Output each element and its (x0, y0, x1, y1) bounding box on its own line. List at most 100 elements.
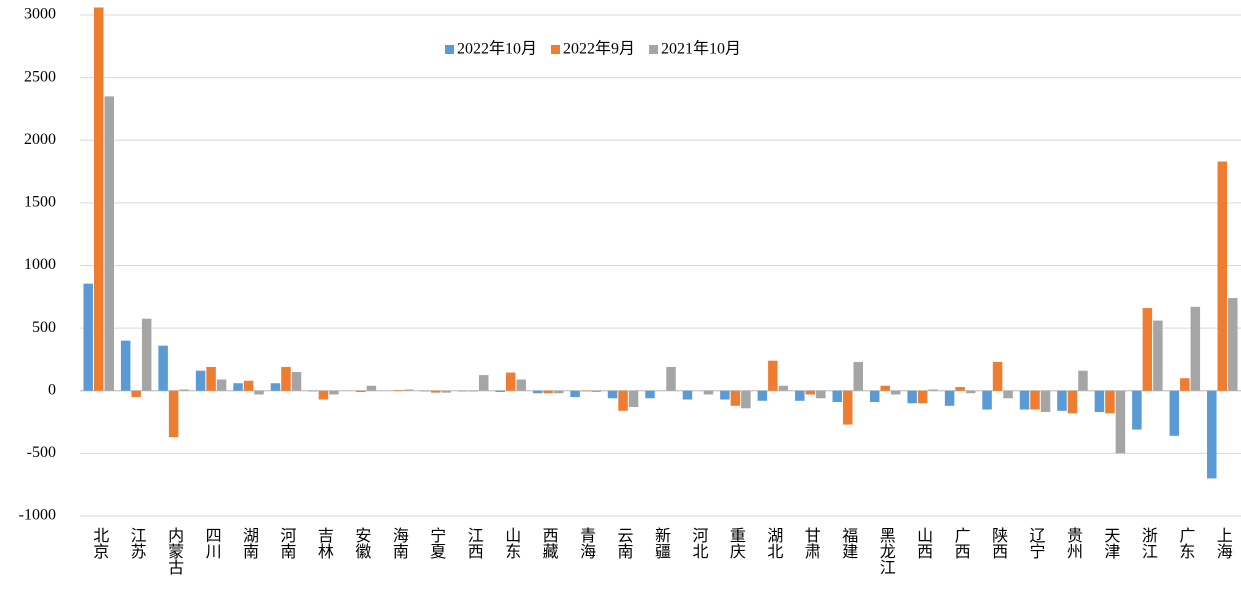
y-tick-label: 2000 (24, 131, 56, 148)
bar (243, 380, 254, 391)
x-tick-label: 天津 (1101, 527, 1120, 559)
x-tick-label: 安徽 (352, 527, 371, 559)
legend-swatch (445, 45, 454, 54)
bar (869, 390, 880, 403)
bar (93, 7, 104, 391)
x-tick-label: 湖南 (240, 527, 259, 559)
bar (468, 390, 478, 392)
x-tick-label: 北京 (90, 527, 109, 560)
bar (1142, 308, 1153, 391)
x-tick-label: 甘肃 (802, 527, 821, 559)
bar (254, 390, 264, 395)
x-tick-label: 山西 (914, 527, 933, 559)
legend-label: 2021年10月 (661, 40, 741, 58)
bar (778, 385, 789, 391)
bar (928, 389, 938, 391)
x-tick-label: 陕西 (989, 527, 1008, 559)
bar (880, 385, 890, 391)
bar (532, 390, 543, 394)
legend-label: 2022年9月 (563, 40, 635, 58)
x-tick-label: 江苏 (128, 527, 147, 560)
bar (570, 390, 580, 398)
bar (329, 390, 339, 395)
bar (1067, 390, 1078, 414)
bar (1180, 378, 1190, 391)
bar (83, 283, 93, 391)
bar (1105, 390, 1115, 414)
y-tick-label: 3000 (24, 6, 56, 23)
bar (553, 390, 564, 394)
bar (366, 385, 377, 391)
bar (291, 371, 302, 391)
bar (404, 389, 414, 391)
bar (982, 390, 992, 410)
x-tick-label: 福建 (839, 527, 858, 559)
y-tick-label: -1000 (19, 507, 56, 524)
bar (233, 383, 243, 391)
y-tick-label: 1500 (24, 194, 56, 211)
bar (628, 390, 639, 408)
bar (965, 390, 976, 394)
x-tick-label: 黑龙江 (877, 527, 896, 575)
x-tick-label: 青海 (577, 527, 596, 559)
x-tick-label: 河北 (689, 527, 708, 559)
bar (795, 390, 805, 401)
bar (618, 390, 628, 411)
bar (478, 375, 489, 391)
bar (216, 379, 227, 391)
bar (457, 390, 468, 392)
bar (1078, 370, 1088, 391)
bar (1057, 390, 1067, 411)
bar (1030, 390, 1040, 410)
legend-label: 2022年10月 (457, 40, 537, 58)
bar (720, 390, 730, 400)
x-tick-label: 广西 (952, 527, 971, 559)
bar (281, 366, 291, 391)
bar (1228, 298, 1238, 391)
bar (495, 390, 505, 393)
bar (505, 372, 516, 391)
bar (730, 390, 741, 406)
x-tick-label: 河南 (277, 527, 296, 559)
bar (645, 390, 655, 399)
bar (356, 390, 366, 393)
bar (1132, 390, 1142, 430)
bar (1217, 161, 1228, 391)
bar (580, 390, 591, 392)
bar (607, 390, 618, 399)
bar (158, 345, 168, 391)
bar (195, 370, 206, 391)
bar (131, 390, 141, 398)
bar (431, 390, 441, 393)
bar (757, 390, 768, 401)
bar (1115, 390, 1126, 454)
x-tick-label: 内蒙古 (165, 527, 184, 575)
bar (768, 360, 778, 391)
bar (1040, 390, 1051, 413)
bar (543, 390, 553, 394)
bar (666, 366, 676, 391)
x-tick-label: 湖北 (764, 527, 783, 559)
x-tick-label: 吉林 (315, 527, 334, 559)
bar (1019, 390, 1030, 410)
bar (393, 390, 404, 391)
x-tick-label: 广东 (1176, 527, 1195, 559)
bar (816, 390, 826, 399)
bar (270, 383, 281, 391)
bar (853, 361, 864, 391)
bar (741, 390, 751, 409)
bar (682, 390, 693, 400)
bar (1207, 390, 1217, 479)
x-tick-label: 西藏 (540, 527, 559, 560)
bar (1153, 320, 1163, 391)
y-tick-label: -500 (27, 444, 56, 461)
bar (992, 361, 1003, 391)
bar (104, 96, 114, 391)
y-tick-label: 2500 (24, 68, 56, 85)
x-tick-label: 四川 (203, 527, 222, 559)
bar (955, 386, 965, 391)
legend-swatch (649, 45, 659, 54)
bar (591, 390, 601, 393)
x-tick-label: 云南 (615, 527, 634, 559)
